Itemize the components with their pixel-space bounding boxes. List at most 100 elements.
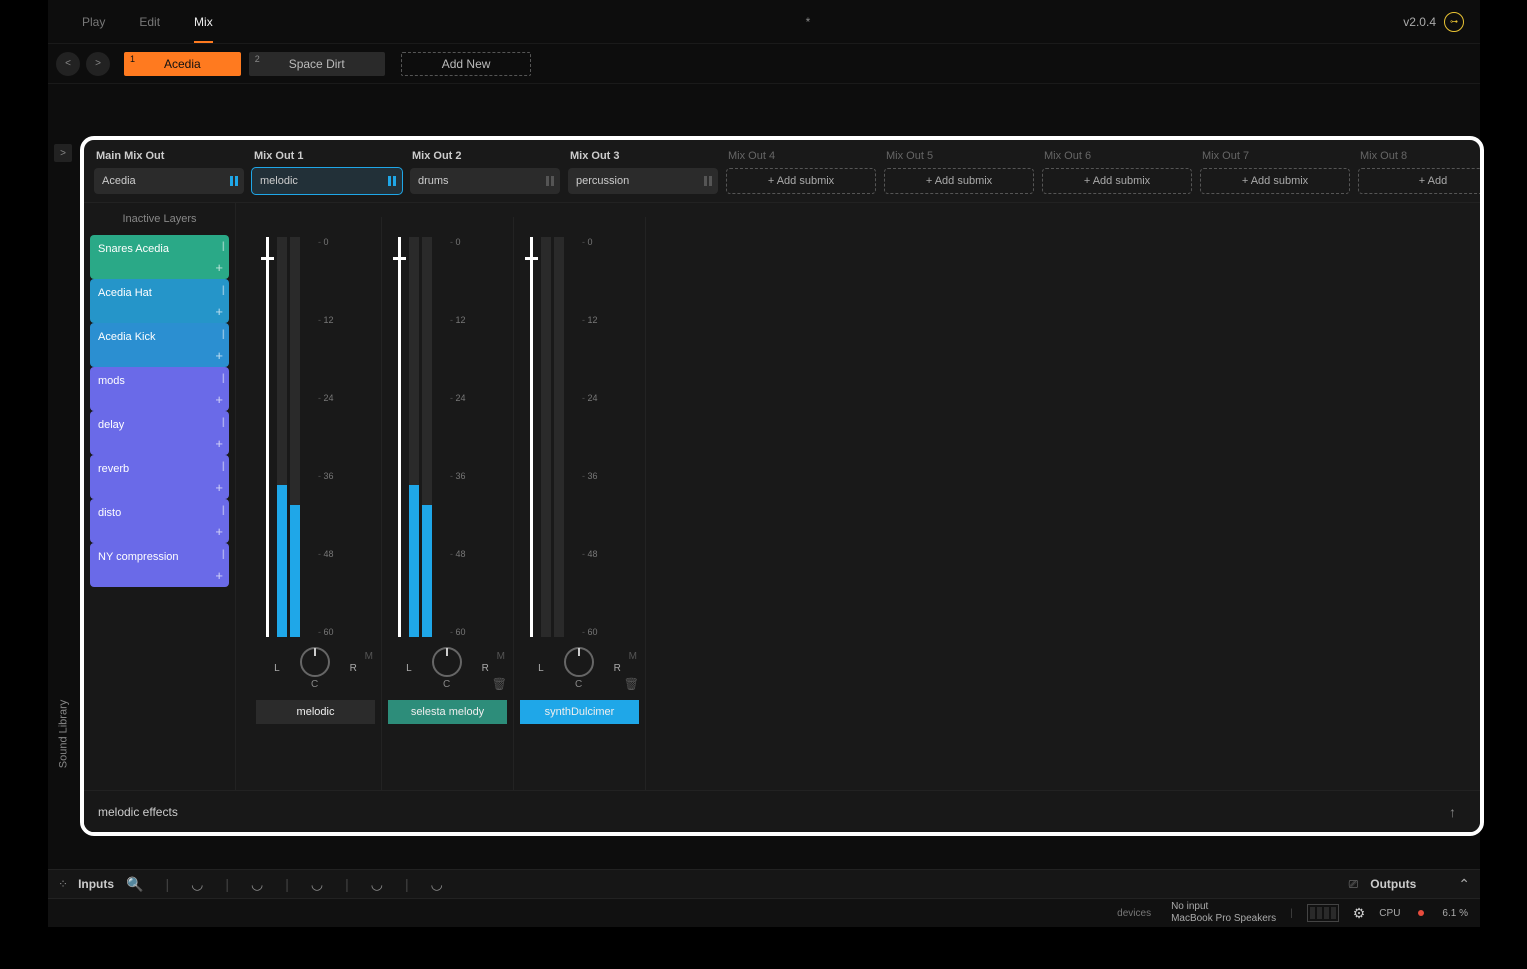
mixout-column: Mix Out 5 + Add submix [884, 150, 1034, 194]
submix-chip[interactable]: percussion [568, 168, 718, 194]
channel-label[interactable]: synthDulcimer [520, 700, 639, 724]
channel-label[interactable]: selesta melody [388, 700, 507, 724]
title-marker: * [213, 15, 1404, 29]
sound-library-expand-button[interactable]: > [54, 144, 72, 162]
io-expand-icon[interactable]: ⌃ [1458, 876, 1470, 893]
mixout-column: Mix Out 6+ Add submix [1042, 150, 1192, 194]
add-submix-button[interactable]: + Add [1358, 168, 1480, 194]
pan-knob[interactable] [432, 647, 462, 677]
delete-channel-icon[interactable]: 🗑 [492, 677, 507, 691]
mixout-title: Mix Out 3 [568, 150, 718, 162]
input-drum-icon[interactable]: ◡ [431, 876, 443, 893]
layer-add-icon[interactable]: + [215, 304, 223, 319]
effects-expand-icon: ↑ [1449, 804, 1456, 820]
pan-right-label: R [482, 663, 489, 674]
patch-chip-spacedirt[interactable]: 2 Space Dirt [249, 52, 385, 76]
mixout-column: Mix Out 1 melodic [252, 150, 402, 194]
drag-handle-icon[interactable]: || [222, 417, 223, 428]
mute-button[interactable]: M [629, 651, 637, 662]
db-scale: 01224364860 [450, 237, 466, 637]
inactive-layer-chip[interactable]: mods || + [90, 367, 229, 411]
submix-chip[interactable]: melodic [252, 168, 402, 194]
inactive-layer-chip[interactable]: Acedia Hat||+ [90, 279, 229, 323]
device-info[interactable]: No input MacBook Pro Speakers [1171, 901, 1276, 925]
inactive-layer-chip[interactable]: Snares Acedia||+ [90, 235, 229, 279]
mixout-column: Mix Out 8 + Add [1358, 150, 1480, 194]
pan-knob[interactable] [300, 647, 330, 677]
layer-add-icon[interactable]: + [215, 348, 223, 363]
channel-strip: 01224364860LCRMmelodic [250, 217, 382, 835]
add-submix-button[interactable]: + Add submix [884, 168, 1034, 194]
mix-panel: Main Mix OutAcediaMix Out 1melodicMix Ou… [80, 136, 1484, 836]
tab-mix[interactable]: Mix [194, 1, 213, 43]
inactive-layer-chip[interactable]: reverb||+ [90, 455, 229, 499]
pan-center-label: C [443, 679, 450, 690]
fader[interactable] [398, 237, 401, 637]
input-drum-icon[interactable]: ◡ [251, 876, 263, 893]
patch-next-button[interactable]: > [86, 52, 110, 76]
inactive-layer-chip[interactable]: NY compression || + [90, 543, 229, 587]
drag-handle-icon[interactable]: || [222, 373, 223, 384]
layer-label: Acedia Kick [98, 331, 155, 343]
layer-add-icon[interactable]: + [215, 524, 223, 539]
layer-add-icon[interactable]: + [215, 480, 223, 495]
layer-add-icon[interactable]: + [215, 436, 223, 451]
settings-gear-icon[interactable]: ⚙ [1353, 905, 1366, 922]
sound-library-panel: > Sound Library [50, 140, 76, 830]
inactive-layers-sidebar: Inactive Layers Snares Acedia||+Acedia H… [84, 203, 236, 835]
mixout-title: Mix Out 8 [1358, 150, 1480, 162]
meter-block: 01224364860 [520, 217, 639, 637]
mixer-icon[interactable]: ⎚ [1349, 877, 1359, 892]
layer-add-icon[interactable]: + [215, 392, 223, 407]
cpu-value: 6.1 % [1442, 908, 1468, 919]
patch-chip-acedia[interactable]: 1 Acedia [124, 52, 241, 76]
tab-edit[interactable]: Edit [139, 1, 160, 43]
drag-handle-icon[interactable]: || [222, 241, 223, 252]
mute-button[interactable]: M [365, 651, 373, 662]
inactive-layer-chip[interactable]: delay||+ [90, 411, 229, 455]
input-search-icon[interactable]: 🔍 [126, 876, 143, 893]
drag-handle-icon[interactable]: || [222, 461, 223, 472]
mixout-title: Mix Out 1 [252, 150, 402, 162]
layer-add-icon[interactable]: + [215, 260, 223, 275]
topbar: Play Edit Mix * v2.0.4 ⊶ [48, 0, 1480, 44]
input-drum-icon[interactable]: ◡ [371, 876, 383, 893]
pan-knob[interactable] [564, 647, 594, 677]
vu-meters [409, 237, 432, 637]
channel-label[interactable]: melodic [256, 700, 375, 724]
mixout-column: Mix Out 7+ Add submix [1200, 150, 1350, 194]
layer-add-icon[interactable]: + [215, 568, 223, 583]
inactive-layer-chip[interactable]: Acedia Kick || + [90, 323, 229, 367]
layer-label: NY compression [98, 551, 179, 563]
delete-channel-icon[interactable]: 🗑 [624, 677, 639, 691]
input-drum-icon[interactable]: ◡ [191, 876, 203, 893]
drag-handle-icon[interactable]: || [222, 549, 223, 560]
drag-handle-icon[interactable]: || [222, 285, 223, 296]
effects-footer[interactable]: melodic effects ↑ [84, 790, 1480, 832]
device-footer: devices No input MacBook Pro Speakers | … [48, 899, 1480, 927]
layer-label: mods [98, 375, 125, 387]
output-meters-icon [1307, 904, 1339, 922]
fader[interactable] [266, 237, 269, 637]
mixout-title: Mix Out 5 [884, 150, 1034, 162]
inactive-layer-chip[interactable]: disto||+ [90, 499, 229, 543]
submix-chip[interactable]: drums [410, 168, 560, 194]
submix-meter-icon [230, 176, 238, 186]
mute-button[interactable]: M [497, 651, 505, 662]
fader[interactable] [530, 237, 533, 637]
input-slots: 🔍 | ◡ | ◡ | ◡ | ◡ | ◡ [126, 876, 443, 893]
patch-add-button[interactable]: Add New [401, 52, 532, 76]
vu-meters [541, 237, 564, 637]
tab-play[interactable]: Play [82, 1, 105, 43]
add-submix-button[interactable]: + Add submix [1200, 168, 1350, 194]
drag-handle-icon[interactable]: || [222, 505, 223, 516]
patch-prev-button[interactable]: < [56, 52, 80, 76]
add-submix-button[interactable]: + Add submix [1042, 168, 1192, 194]
input-drum-icon[interactable]: ◡ [311, 876, 323, 893]
device-output: MacBook Pro Speakers [1171, 913, 1276, 925]
io-routing-icon[interactable]: ⁘ [58, 877, 68, 891]
submix-chip[interactable]: Acedia [94, 168, 244, 194]
add-submix-button[interactable]: + Add submix [726, 168, 876, 194]
pan-right-label: R [614, 663, 621, 674]
drag-handle-icon[interactable]: || [222, 329, 223, 340]
